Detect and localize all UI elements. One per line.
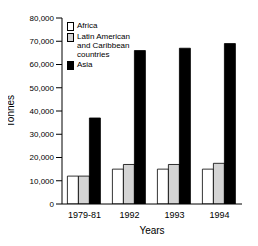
svg-text:70,000: 70,000 <box>30 37 55 46</box>
svg-text:30,000: 30,000 <box>30 130 55 139</box>
svg-text:1979-81: 1979-81 <box>68 210 101 220</box>
svg-text:0: 0 <box>50 200 55 209</box>
svg-text:Years: Years <box>139 225 164 236</box>
html-text:Asia: Asia <box>77 60 93 69</box>
svg-text:40,000: 40,000 <box>30 107 55 116</box>
svg-text:10,000: 10,000 <box>30 177 55 186</box>
html-text:Africa: Africa <box>77 21 98 30</box>
svg-text:80,000: 80,000 <box>30 14 55 23</box>
svg-text:1994: 1994 <box>209 210 229 220</box>
svg-text:1993: 1993 <box>164 210 184 220</box>
svg-text:20,000: 20,000 <box>30 153 55 162</box>
svg-text:60,000: 60,000 <box>30 60 55 69</box>
svg-text:Tonnes: Tonnes <box>8 95 16 127</box>
svg-text:50,000: 50,000 <box>30 84 55 93</box>
svg-text:1992: 1992 <box>119 210 139 220</box>
html-text:Latin American and Caribbean c: Latin American and Caribbean countries <box>77 32 130 59</box>
